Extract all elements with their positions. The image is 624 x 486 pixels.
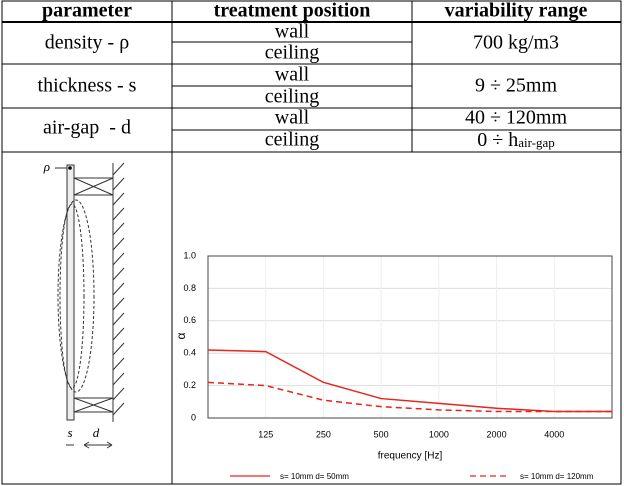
x-tick-label: 500 [374,429,389,439]
x-tick-label: 1000 [429,429,449,439]
parameter: air-gap - d [43,117,131,139]
y-tick-label: 0.8 [183,283,196,293]
panel-diagram [55,162,125,449]
point-marker [68,166,72,170]
range: 40 ÷ 120mm [465,107,568,129]
range: 700 kg/m3 [473,32,559,54]
y-axis-label: α [174,332,188,339]
range-subscript: air-gap [518,135,555,150]
y-tick-label: 1.0 [183,250,196,260]
position: ceiling [265,42,319,64]
header-cell: treatment position [214,0,371,22]
range: 9 ÷ 25mm [475,75,558,97]
header-cell: variability range [445,0,588,22]
x-tick-label: 2000 [487,429,507,439]
y-tick-label: 0.4 [183,348,196,358]
header-cell: parameter [42,0,132,22]
parameter: density - ρ [45,32,129,54]
position: wall [275,21,310,43]
parameter: thickness - s [38,75,137,97]
plot-frame [207,255,613,419]
diagram-label: s [67,425,72,440]
position: ceiling [265,86,319,108]
series-line [207,381,612,413]
chart: 0 0.2 0.4 0.6 0.8 1.0 125 250 500 1000 2000 4000 fre… [174,250,613,481]
x-tick-label: 250 [316,429,331,439]
x-tick-label: 125 [258,429,273,439]
legend-label: s= 10mm d= 120mm [520,472,594,481]
x-tick-label: 4000 [544,429,564,439]
position: wall [275,107,310,129]
range-main: 0 ÷ h [477,129,518,151]
diagram-label: d [93,425,100,440]
y-tick-label: 0.2 [183,380,196,390]
y-tick-label: 0.6 [183,315,196,325]
series-line [207,349,612,413]
y-tick-label: 0 [191,412,196,422]
x-axis-label: frequency [Hz] [378,451,443,462]
position: wall [275,64,310,86]
diagram-label: ρ [43,159,50,174]
range: 0 ÷ hair-gap [477,129,555,151]
position: ceiling [265,129,319,151]
legend-label: s= 10mm d= 50mm [280,472,349,481]
